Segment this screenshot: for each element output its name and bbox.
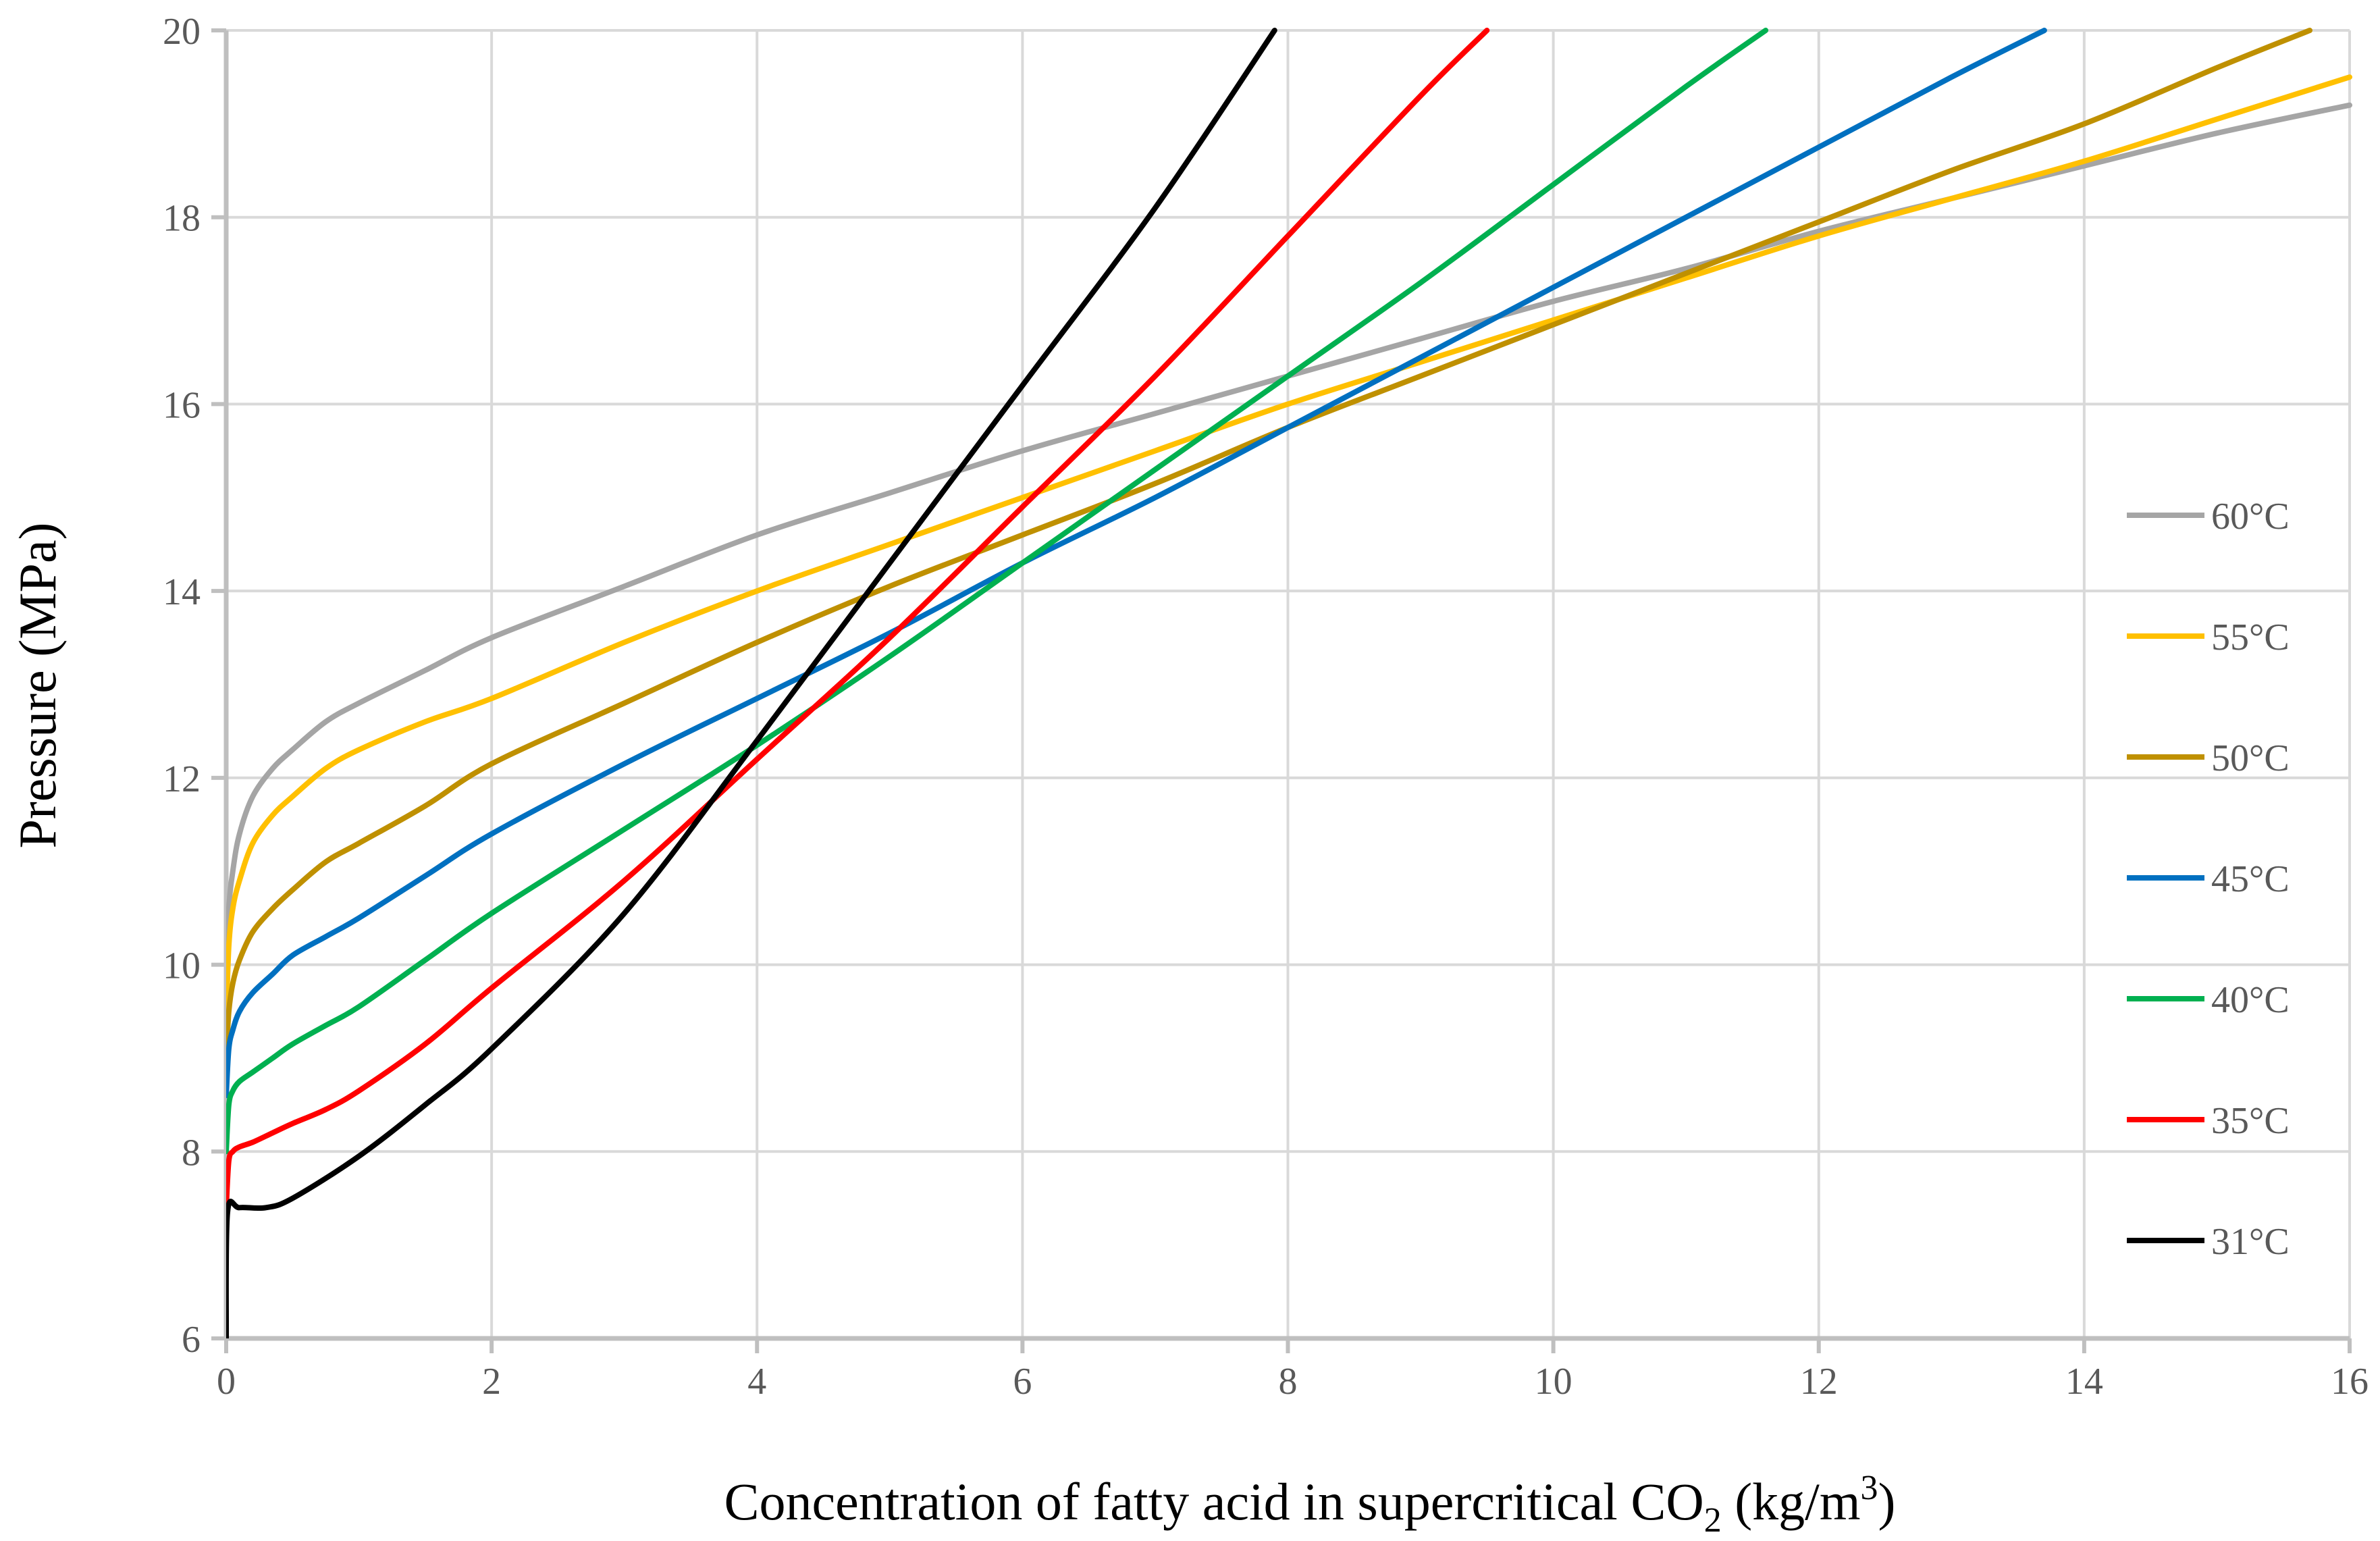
x-axis-title-superscript: 3 <box>1861 1469 1878 1507</box>
x-tick-label: 10 <box>1535 1361 1572 1403</box>
y-tick-label: 16 <box>163 384 201 426</box>
x-tick-label: 16 <box>2331 1361 2369 1403</box>
x-tick-label: 8 <box>1279 1361 1298 1403</box>
series-line-31c <box>226 28 1277 1338</box>
series-line-55c <box>226 74 2352 1024</box>
gridlines <box>226 29 2351 1338</box>
x-axis-title-subscript: 2 <box>1704 1501 1722 1540</box>
axes <box>211 28 2352 1353</box>
x-axis-title-end: ) <box>1878 1472 1896 1531</box>
legend-label: 60°C <box>2211 496 2290 538</box>
x-axis-title: Concentration of fatty acid in supercrit… <box>724 1469 1895 1540</box>
x-tick-label: 6 <box>1013 1361 1032 1403</box>
legend-label: 45°C <box>2211 858 2290 900</box>
legend-item-55c: 55°C <box>2127 617 2290 658</box>
y-tick-label: 6 <box>182 1319 201 1361</box>
y-tick-label: 14 <box>163 571 201 613</box>
series-line-40c <box>226 28 1769 1155</box>
y-tick-label: 10 <box>163 945 201 987</box>
y-axis-title: Pressure (MPa) <box>8 522 67 848</box>
series-line-45c <box>226 28 2047 1099</box>
y-tick-label: 12 <box>163 758 201 800</box>
y-tick-label: 18 <box>163 198 201 240</box>
y-tick-label: 20 <box>163 11 201 53</box>
x-tick-labels: 0 2 4 6 8 10 12 14 16 <box>217 1361 2369 1403</box>
x-tick-label: 0 <box>217 1361 236 1403</box>
legend-item-40c: 40°C <box>2127 979 2290 1021</box>
legend-label: 40°C <box>2211 979 2290 1021</box>
legend-item-50c: 50°C <box>2127 737 2290 779</box>
legend-label: 31°C <box>2211 1221 2290 1263</box>
x-axis-title-unit: (kg/m <box>1722 1472 1861 1531</box>
legend-label: 35°C <box>2211 1100 2290 1142</box>
legend-item-60c: 60°C <box>2127 496 2290 538</box>
legend-item-31c: 31°C <box>2127 1221 2290 1263</box>
series-line-35c <box>226 28 1490 1211</box>
x-axis-title-main: Concentration of fatty acid in supercrit… <box>724 1472 1703 1531</box>
legend-label: 50°C <box>2211 737 2290 779</box>
y-tick-labels: 6 8 10 12 14 16 18 20 <box>163 11 201 1361</box>
x-tick-label: 2 <box>482 1361 501 1403</box>
legend-item-45c: 45°C <box>2127 858 2290 900</box>
y-tick-label: 8 <box>182 1132 201 1174</box>
legend: 60°C 55°C 50°C 45°C 40°C 35°C 31°C <box>2127 496 2290 1263</box>
legend-label: 55°C <box>2211 617 2290 658</box>
x-tick-label: 14 <box>2065 1361 2103 1403</box>
series-lines <box>226 28 2352 1338</box>
x-tick-label: 12 <box>1800 1361 1838 1403</box>
x-tick-label: 4 <box>747 1361 766 1403</box>
legend-item-35c: 35°C <box>2127 1100 2290 1142</box>
series-line-50c <box>226 28 2312 1061</box>
